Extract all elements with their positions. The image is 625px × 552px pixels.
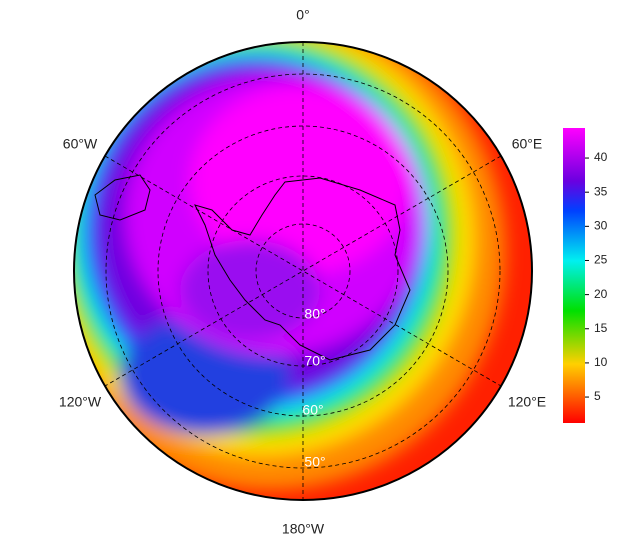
colorbar-tick-label: 30 bbox=[594, 219, 608, 233]
field bbox=[74, 42, 532, 500]
colorbar-tick-label: 40 bbox=[594, 150, 608, 164]
colorbar-tick-label: 35 bbox=[594, 184, 608, 198]
latitude-label: 50° bbox=[304, 454, 325, 470]
longitude-labels: 0° 60°W 60°E 120°W 120°E 180°W bbox=[59, 7, 546, 537]
colorbar-tick-label: 5 bbox=[594, 389, 601, 403]
coastline bbox=[94, 174, 411, 361]
latitude-label: 60° bbox=[302, 402, 323, 418]
colorbar-tick-label: 25 bbox=[594, 253, 608, 267]
colorbar-tick-label: 10 bbox=[594, 355, 608, 369]
colorbar-tick-label: 15 bbox=[594, 321, 608, 335]
longitude-label: 180°W bbox=[282, 521, 325, 537]
longitude-label: 0° bbox=[296, 7, 309, 23]
longitude-label: 120°E bbox=[508, 394, 546, 410]
graticule bbox=[104, 42, 502, 500]
map-border bbox=[73, 41, 533, 501]
longitude-label: 60°W bbox=[63, 136, 98, 152]
longitude-label: 60°E bbox=[512, 136, 543, 152]
latitude-label: 70° bbox=[304, 353, 325, 369]
colorbar-ramp bbox=[563, 128, 585, 423]
colorbar: 5 10 15 20 25 30 35 40 bbox=[563, 128, 608, 423]
longitude-label: 120°W bbox=[59, 394, 102, 410]
latitude-labels: 80° 70° 60° 50° bbox=[302, 306, 325, 470]
colorbar-tick-label: 20 bbox=[594, 287, 608, 301]
latitude-label: 80° bbox=[304, 306, 325, 322]
